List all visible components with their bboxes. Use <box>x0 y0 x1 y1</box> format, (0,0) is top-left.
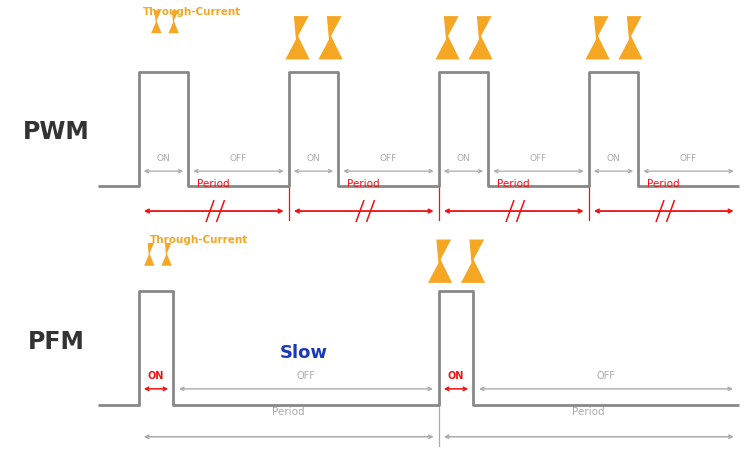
Text: PWM: PWM <box>22 120 90 144</box>
Polygon shape <box>161 243 172 266</box>
Text: OFF: OFF <box>596 370 616 380</box>
Polygon shape <box>169 11 178 34</box>
Text: Period: Period <box>347 179 380 189</box>
Text: Period: Period <box>272 406 305 416</box>
Text: OFF: OFF <box>680 154 698 163</box>
Polygon shape <box>461 240 485 283</box>
Text: OFF: OFF <box>380 154 398 163</box>
Text: Slow: Slow <box>280 344 328 362</box>
Text: ON: ON <box>157 154 170 163</box>
Polygon shape <box>144 243 154 266</box>
Text: OFF: OFF <box>530 154 547 163</box>
Text: ON: ON <box>607 154 620 163</box>
Polygon shape <box>428 240 452 283</box>
Polygon shape <box>469 17 493 61</box>
Polygon shape <box>436 17 460 61</box>
Text: ON: ON <box>307 154 320 163</box>
Text: PFM: PFM <box>28 329 85 353</box>
Polygon shape <box>319 17 343 61</box>
Text: Period: Period <box>197 179 230 189</box>
Text: Through-Current: Through-Current <box>142 7 241 17</box>
Text: Through-Current: Through-Current <box>150 234 248 244</box>
Text: Period: Period <box>572 406 605 416</box>
Text: ON: ON <box>148 370 164 380</box>
Polygon shape <box>151 11 161 34</box>
Polygon shape <box>286 17 310 61</box>
Text: OFF: OFF <box>296 370 316 380</box>
Text: OFF: OFF <box>230 154 248 163</box>
Polygon shape <box>586 17 610 61</box>
Text: Period: Period <box>647 179 680 189</box>
Text: ON: ON <box>457 154 470 163</box>
Polygon shape <box>619 17 643 61</box>
Text: Period: Period <box>497 179 530 189</box>
Text: ON: ON <box>448 370 464 380</box>
